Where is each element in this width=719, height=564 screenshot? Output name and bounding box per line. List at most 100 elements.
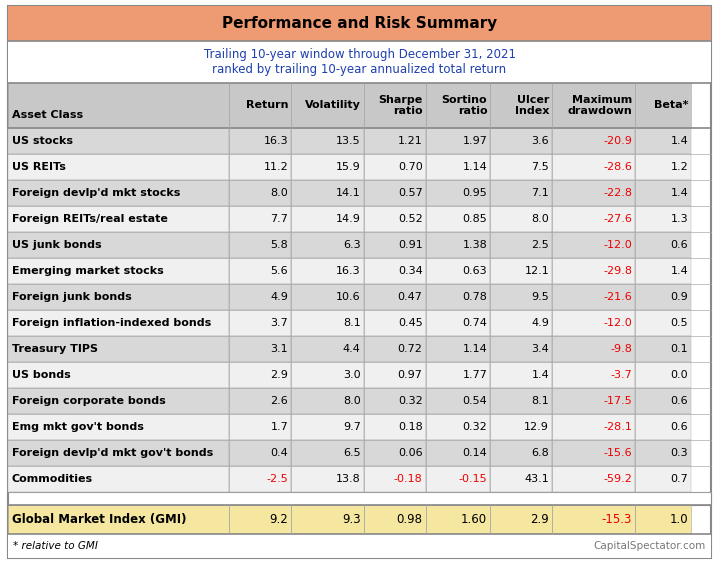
Bar [426, 284, 490, 310]
Text: 0.9: 0.9 [671, 292, 688, 302]
Text: Foreign devlp'd mkt stocks: Foreign devlp'd mkt stocks [12, 188, 180, 199]
Bar [291, 310, 364, 336]
Text: 16.3: 16.3 [264, 136, 288, 146]
Bar [552, 258, 635, 284]
Bar [490, 258, 552, 284]
Text: -0.18: -0.18 [394, 474, 423, 484]
Bar [8, 534, 711, 558]
Text: US REITs: US REITs [12, 162, 66, 172]
Bar [490, 415, 552, 440]
Bar [552, 284, 635, 310]
Text: 0.14: 0.14 [462, 448, 487, 459]
Bar [426, 155, 490, 180]
Text: -22.8: -22.8 [603, 188, 632, 199]
Bar [552, 128, 635, 155]
Text: Treasury TIPS: Treasury TIPS [12, 344, 98, 354]
Bar [552, 388, 635, 415]
Bar [635, 128, 691, 155]
Text: Ulcer
Index: Ulcer Index [515, 95, 549, 116]
Bar [291, 415, 364, 440]
Bar [552, 206, 635, 232]
Text: Foreign inflation-indexed bonds: Foreign inflation-indexed bonds [12, 318, 211, 328]
Text: US junk bonds: US junk bonds [12, 240, 101, 250]
Bar [490, 206, 552, 232]
Bar [426, 180, 490, 206]
Bar [364, 388, 426, 415]
Bar [364, 466, 426, 492]
Bar [229, 83, 291, 128]
Bar [490, 466, 552, 492]
Text: Sortino
ratio: Sortino ratio [441, 95, 487, 116]
Bar [635, 336, 691, 362]
Text: 1.2: 1.2 [671, 162, 688, 172]
Bar [229, 505, 291, 534]
Text: 0.1: 0.1 [671, 344, 688, 354]
Bar [229, 206, 291, 232]
Bar [291, 258, 364, 284]
Text: -21.6: -21.6 [603, 292, 632, 302]
Text: 0.32: 0.32 [462, 422, 487, 432]
Text: Foreign REITs/real estate: Foreign REITs/real estate [12, 214, 168, 224]
Bar [426, 388, 490, 415]
Bar [552, 336, 635, 362]
Text: CapitalSpectator.com: CapitalSpectator.com [594, 541, 706, 551]
Bar [291, 388, 364, 415]
Text: 0.72: 0.72 [398, 344, 423, 354]
Bar [8, 505, 229, 534]
Text: 3.7: 3.7 [270, 318, 288, 328]
Bar [426, 232, 490, 258]
Text: 12.1: 12.1 [524, 266, 549, 276]
Text: 1.21: 1.21 [398, 136, 423, 146]
Text: 0.32: 0.32 [398, 396, 423, 406]
Bar [490, 362, 552, 388]
Text: Beta*: Beta* [654, 100, 688, 111]
Bar [8, 206, 229, 232]
Text: 0.63: 0.63 [462, 266, 487, 276]
Text: 14.1: 14.1 [336, 188, 361, 199]
Text: 0.52: 0.52 [398, 214, 423, 224]
Text: Sharpe
ratio: Sharpe ratio [378, 95, 423, 116]
Text: 3.6: 3.6 [531, 136, 549, 146]
Text: 0.0: 0.0 [671, 371, 688, 380]
Text: 5.8: 5.8 [270, 240, 288, 250]
Text: -20.9: -20.9 [603, 136, 632, 146]
Text: 5.6: 5.6 [270, 266, 288, 276]
Text: -15.3: -15.3 [602, 513, 632, 526]
Text: 1.97: 1.97 [462, 136, 487, 146]
Bar [8, 310, 229, 336]
Text: -12.0: -12.0 [603, 318, 632, 328]
Text: -29.8: -29.8 [603, 266, 632, 276]
Bar [426, 505, 490, 534]
Bar [8, 362, 229, 388]
Bar [426, 310, 490, 336]
Bar [8, 415, 229, 440]
Bar [364, 206, 426, 232]
Text: 0.5: 0.5 [671, 318, 688, 328]
Text: Commodities: Commodities [12, 474, 93, 484]
Bar [8, 232, 229, 258]
Text: -2.5: -2.5 [267, 474, 288, 484]
Bar [635, 310, 691, 336]
Text: 8.0: 8.0 [343, 396, 361, 406]
Bar [635, 83, 691, 128]
Bar [364, 284, 426, 310]
Bar [364, 180, 426, 206]
Text: Maximum
drawdown: Maximum drawdown [567, 95, 632, 116]
Text: 2.9: 2.9 [531, 513, 549, 526]
Text: 0.47: 0.47 [398, 292, 423, 302]
Bar [490, 388, 552, 415]
Bar [364, 362, 426, 388]
Bar [229, 388, 291, 415]
Bar [229, 440, 291, 466]
Bar [552, 232, 635, 258]
Bar [552, 415, 635, 440]
Bar [635, 155, 691, 180]
Text: 8.1: 8.1 [343, 318, 361, 328]
Bar [291, 505, 364, 534]
Text: 0.06: 0.06 [398, 448, 423, 459]
Bar [552, 466, 635, 492]
Text: 3.1: 3.1 [270, 344, 288, 354]
Bar [291, 466, 364, 492]
Text: 1.4: 1.4 [531, 371, 549, 380]
Text: Foreign corporate bonds: Foreign corporate bonds [12, 396, 166, 406]
